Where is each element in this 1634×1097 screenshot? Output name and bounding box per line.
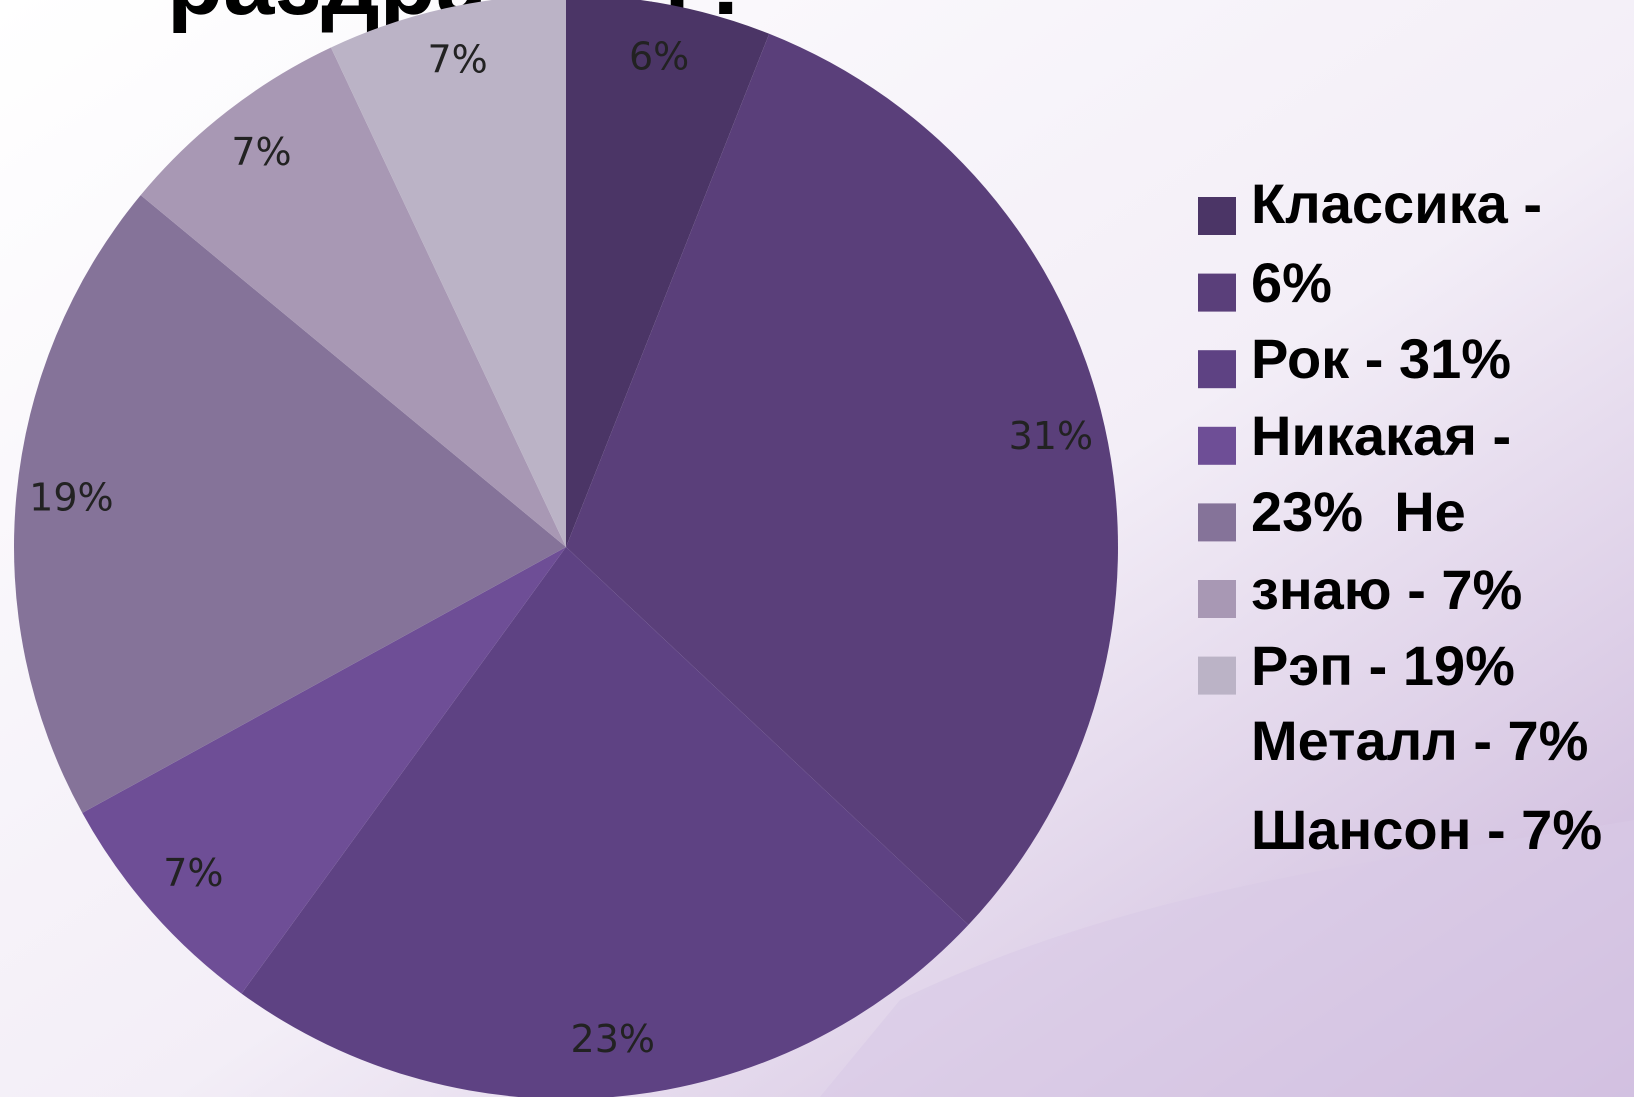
pie-slice: [566, 33, 1118, 925]
legend-text: 6%: [1251, 251, 1332, 314]
decoration: [820, 820, 1634, 1097]
legend-text: 23% Не: [1251, 480, 1466, 543]
legend-swatch: [1198, 426, 1236, 465]
data-label: 31%: [1009, 414, 1093, 458]
data-label: 7%: [427, 38, 487, 82]
legend-swatch: [1198, 197, 1236, 235]
legend-swatch: [1198, 273, 1236, 312]
pie-slice: [82, 547, 566, 994]
pie-slice: [330, 0, 566, 547]
data-label: 19%: [29, 476, 113, 520]
pie-slice: [140, 47, 566, 548]
pie-slice: [14, 195, 567, 813]
legend-text: Металл - 7%: [1251, 709, 1588, 772]
legend-text: Рок - 31%: [1251, 327, 1511, 390]
legend-text: Никакая -: [1251, 404, 1511, 467]
pie-slice: [241, 547, 969, 1097]
legend-swatch: [1198, 350, 1236, 389]
legend-swatch: [1198, 580, 1236, 618]
legend-swatch: [1198, 656, 1236, 695]
data-label: 7%: [163, 851, 223, 895]
legend-swatch: [1198, 503, 1236, 542]
data-label: 6%: [629, 34, 689, 78]
legend-text: знаю - 7%: [1251, 558, 1522, 621]
legend-text: Классика -: [1251, 172, 1542, 235]
legend-text: Рэп - 19%: [1251, 634, 1515, 697]
pie-slice: [566, 0, 770, 547]
data-label: 7%: [231, 130, 291, 174]
legend-text: Шансон - 7%: [1251, 798, 1602, 861]
data-label: 23%: [571, 1017, 655, 1061]
